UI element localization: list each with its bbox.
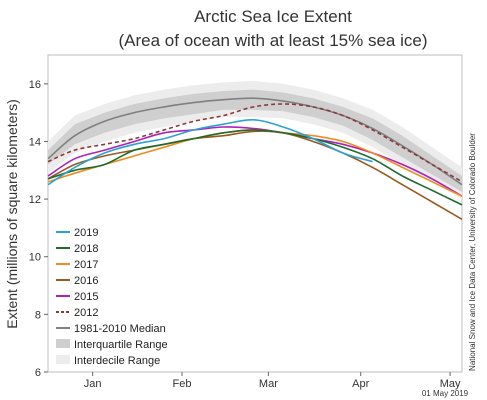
legend-interdecile-label: Interdecile Range: [74, 355, 160, 367]
y-tick-label: 10: [29, 252, 41, 264]
legend-label: 2016: [74, 275, 98, 287]
chart-subtitle: (Area of ocean with at least 15% sea ice…: [119, 31, 428, 50]
series-line-1981-2010-median: [47, 97, 463, 186]
x-tick-label: Feb: [173, 378, 192, 390]
legend-swatch: [56, 339, 70, 348]
series-line-2019: [47, 118, 373, 186]
series-line-2016: [47, 130, 463, 220]
series-line-2015: [47, 126, 463, 197]
legend-label: 2018: [74, 243, 98, 255]
x-tick-label: Mar: [259, 378, 278, 390]
series-line-2012: [47, 103, 463, 183]
series-line-2018: [47, 129, 463, 206]
y-tick-label: 14: [29, 136, 41, 148]
x-tick-label: Apr: [352, 378, 369, 390]
y-tick-label: 16: [29, 79, 41, 91]
chart-title: Arctic Sea Ice Extent: [194, 7, 352, 26]
legend-swatch: [56, 355, 70, 364]
interquartile-band: [48, 89, 462, 192]
y-tick-label: 6: [35, 367, 41, 379]
legend-interquartile-label: Interquartile Range: [74, 339, 168, 351]
x-tick-label: May: [440, 378, 461, 390]
legend: 2019 2018 2017 2016 2015 2012 1981-2010 Median…: [56, 227, 168, 367]
y-axis-label: Extent (millions of square kilometers): [4, 99, 20, 329]
y-tick-label: 8: [35, 309, 41, 321]
date-label: 01 May 2019: [422, 389, 469, 398]
legend-label: 2012: [74, 307, 98, 319]
credit-text: National Snow and Ice Data Center, Unive…: [468, 133, 477, 371]
plot-area: 6 8 10 12 14 16 Jan Feb Mar Apr May: [29, 54, 463, 390]
legend-label: 1981-2010 Median: [74, 323, 166, 335]
legend-label: 2017: [74, 259, 98, 271]
y-tick-label: 12: [29, 194, 41, 206]
x-tick-label: Jan: [84, 378, 102, 390]
legend-label: 2015: [74, 291, 98, 303]
legend-label: 2019: [74, 227, 98, 239]
